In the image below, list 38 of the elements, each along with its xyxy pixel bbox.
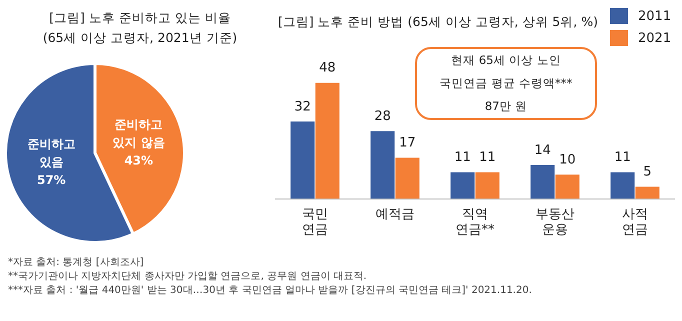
bar bbox=[555, 174, 580, 199]
chart-title: [그림] 노후 준비 방법 (65세 이상 고령자, 상위 5위, %) bbox=[278, 14, 598, 31]
data-label: 28 bbox=[374, 109, 391, 124]
chart-subtitle: (65세 이상 고령자, 2021년 기준) bbox=[42, 29, 238, 47]
data-label: 48 bbox=[319, 60, 336, 76]
text: ***자료 출처 : '월급 440만원' 받는 30대…30년 후 국민연금 얼마나 받을까 [강진규의 국민연금 테크]' 2021.11.20. bbox=[8, 284, 532, 298]
bar bbox=[290, 121, 315, 199]
text: **국가기관이나 지방자치단체 종사자만 가입할 연금으로, 공무원 연금이 대표적. bbox=[8, 270, 368, 284]
data-label: 10 bbox=[559, 152, 576, 168]
slice-label: 준비하고 있지 않음 bbox=[112, 117, 165, 150]
bar bbox=[475, 172, 500, 199]
x-tick-label: 직역 연금** bbox=[456, 206, 495, 238]
data-label: 17 bbox=[399, 136, 416, 151]
bar bbox=[395, 158, 420, 199]
data-label: 11 bbox=[454, 150, 471, 166]
bar bbox=[610, 172, 635, 199]
data-label: 32 bbox=[294, 99, 311, 114]
slice-label: 준비하고 있음 bbox=[27, 136, 76, 169]
x-tick-label: 예적금 bbox=[376, 206, 414, 222]
x-tick-label: 국민 연금 bbox=[302, 206, 328, 238]
x-tick-label: 부동산 운용 bbox=[536, 206, 574, 238]
text: *자료 출처: 통계청 [사회조사] bbox=[8, 256, 145, 270]
data-label: 11 bbox=[614, 150, 631, 166]
bar bbox=[635, 186, 660, 199]
data-label: 43% bbox=[124, 153, 154, 168]
legend-label: 2011 bbox=[638, 8, 672, 24]
bar bbox=[450, 172, 475, 199]
bar bbox=[370, 131, 395, 199]
chart-title: [그림] 노후 준비하고 있는 비율 bbox=[49, 10, 231, 25]
bar bbox=[530, 164, 555, 199]
data-label: 57% bbox=[36, 172, 66, 187]
data-label: 11 bbox=[479, 150, 496, 166]
data-label: 14 bbox=[534, 142, 551, 158]
legend-label: 2021 bbox=[638, 30, 672, 46]
bar bbox=[315, 82, 340, 199]
x-tick-label: 사적 연금 bbox=[622, 206, 648, 238]
data-label: 5 bbox=[643, 164, 652, 180]
rounded-callout: 현재 65세 이상 노인 국민연금 평균 수령액*** 87만 원 bbox=[415, 47, 597, 120]
